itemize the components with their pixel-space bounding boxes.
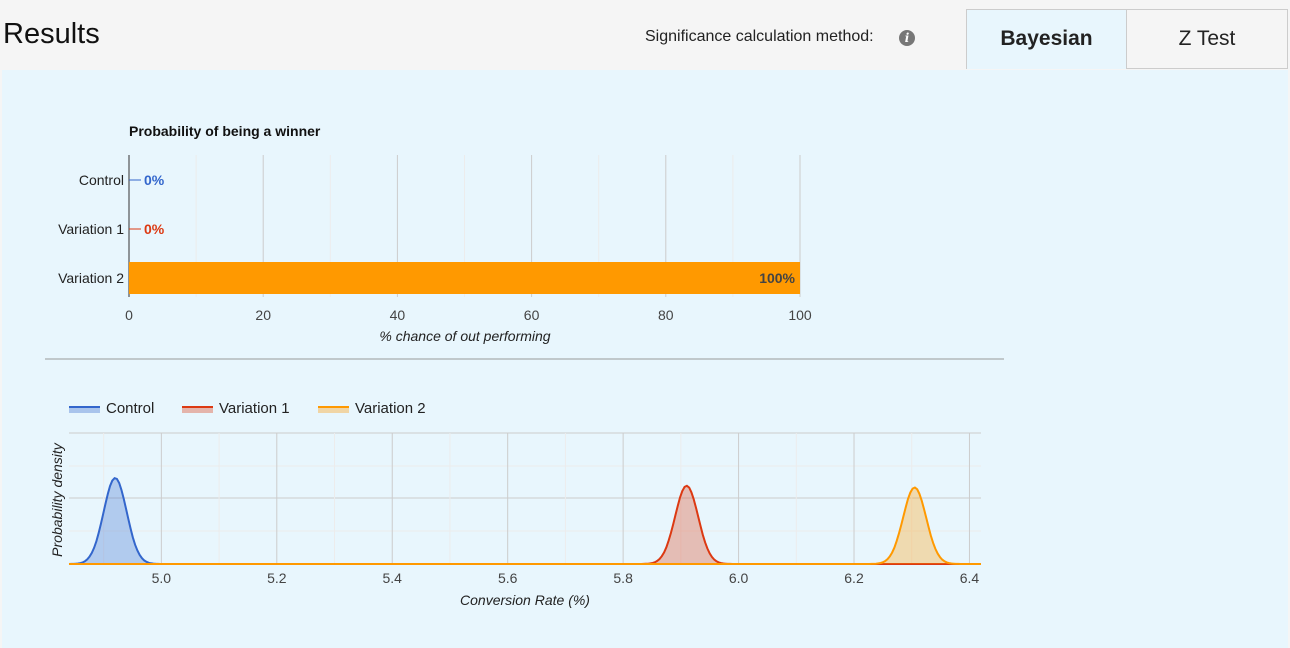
bar-chart-title: Probability of being a winner [129,123,321,139]
tab-bayesian[interactable]: Bayesian [966,9,1127,69]
legend-swatch [69,407,100,413]
legend-swatch [182,407,213,413]
page-title: Results [3,18,100,50]
bar-x-axis-title: % chance of out performing [379,328,550,344]
legend-label: Variation 2 [355,400,426,417]
legend-swatch [318,407,349,413]
density-x-tick-label: 5.4 [383,570,403,586]
density-x-axis-title: Conversion Rate (%) [460,592,590,608]
density-x-tick-label: 5.2 [267,570,287,586]
bar-x-tick-label: 40 [390,307,406,323]
density-line [68,476,981,565]
legend-label: Control [106,400,154,417]
significance-method-label: Significance calculation method: [645,28,874,45]
bar-category-label: Variation 2 [58,270,124,286]
conversion-density-chart: Control Variation 1 Variation 2 5.0 5.2 5.4 5.… [49,400,981,608]
bar-category-label: Control [79,172,124,188]
bar-x-tick-label: 100 [788,307,812,323]
density-x-tick-label: 6.4 [960,570,980,586]
bar-x-tick-label: 0 [125,307,133,323]
density-line [69,486,981,565]
density-x-tick-label: 6.2 [844,570,864,586]
bar-value-label: 0% [144,221,165,237]
density-x-tick-label: 6.0 [729,570,749,586]
bar-value-label: 0% [144,172,165,188]
info-icon[interactable]: i [899,30,915,46]
tab-z-test[interactable]: Z Test [1126,9,1288,69]
bar-x-tick-label: 20 [255,307,271,323]
density-x-tick-label: 5.6 [498,570,518,586]
density-x-tick-label: 5.8 [613,570,633,586]
bar-category-label: Variation 1 [58,221,124,237]
bar-value-label: 100% [759,270,795,286]
winner-probability-chart: Probability of being a winner 0 20 40 60 80 10… [45,123,1004,360]
density-x-tick-label: 5.0 [152,570,172,586]
legend-label: Variation 1 [219,400,290,417]
density-area [69,478,981,564]
bar-x-tick-label: 80 [658,307,674,323]
density-area [69,487,981,564]
density-y-axis-title: Probability density [49,442,65,557]
bar [129,262,800,294]
results-header: Results Significance calculation method:… [0,0,1290,70]
bar-x-tick-label: 60 [524,307,540,323]
